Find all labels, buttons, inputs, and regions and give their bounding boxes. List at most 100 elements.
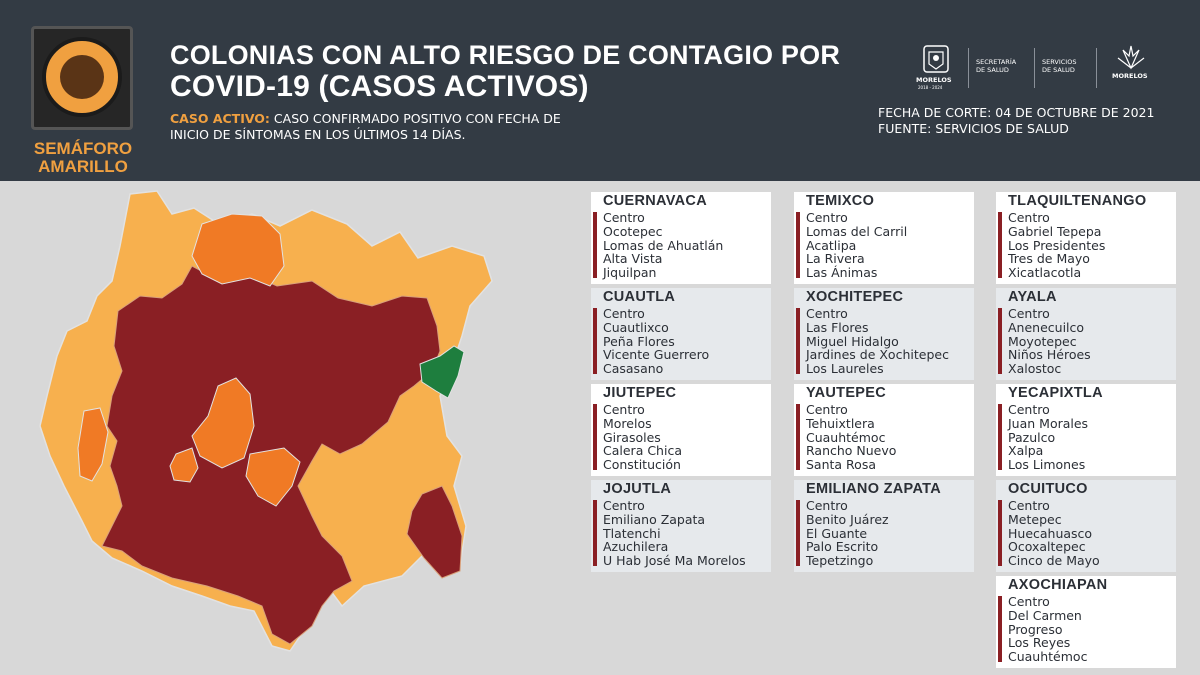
risk-bar [796, 212, 800, 278]
colonias-list: Centro Benito Juárez El Guante Palo Escrito… [794, 499, 974, 568]
logo3-line1: SERVICIOS [1042, 58, 1077, 66]
colonias-list: Centro Gabriel Tepepa Los Presidentes Tres … [996, 211, 1176, 280]
header-banner: SEMÁFORO AMARILLO COLONIAS CON ALTO RIES… [0, 0, 1200, 181]
municipio-name: YECAPIXTLA [1008, 385, 1103, 401]
logo1-sub: 2018 - 2024 [918, 85, 943, 90]
municipio-name: AYALA [1008, 289, 1057, 305]
caso-label: CASO ACTIVO: [170, 111, 270, 126]
colonias-list: Centro Metepec Huecahuasco Ocoxaltepec Cinco… [996, 499, 1176, 568]
map-region-low-green [419, 345, 465, 399]
colonia-item: Tehuixtlera [806, 415, 875, 431]
logo1-text: MORELOS [916, 76, 952, 84]
colonia-item: Morelos [603, 415, 652, 431]
logo-divider [968, 48, 969, 88]
colonia-item: Ocotepec [603, 223, 663, 239]
logo2-text: SECRETARÍA DE SALUD [976, 58, 1016, 74]
risk-bar [998, 596, 1002, 662]
municipio-name: TLAQUILTENANGO [1008, 193, 1147, 209]
colonia-item: Tres de Mayo [1008, 251, 1090, 267]
risk-bar [998, 404, 1002, 470]
colonia-item: Azuchilera [603, 539, 669, 555]
semaforo-label: SEMÁFORO AMARILLO [30, 140, 136, 176]
logo3-line2: DE SALUD [1042, 66, 1075, 74]
colonia-item: Los Reyes [1008, 635, 1071, 651]
flower-icon [1117, 45, 1145, 70]
colonia-item: Vicente Guerrero [603, 347, 710, 363]
municipio-name: YAUTEPEC [806, 385, 887, 401]
municipio-card: TEMIXCO Centro Lomas del Carril Acatlipa La … [794, 192, 974, 284]
colonia-item: Huecahuasco [1008, 525, 1093, 541]
colonia-item: Santa Rosa [806, 457, 876, 473]
colonia-item: Centro [1008, 306, 1050, 321]
colonias-list: Centro Morelos Girasoles Calera Chica Consti… [591, 403, 771, 472]
colonia-item: Centro [603, 306, 645, 321]
colonia-item: Centro [603, 402, 645, 417]
colonia-item: Casasano [603, 361, 664, 377]
colonia-item: Palo Escrito [806, 539, 879, 555]
morelos-shield-logo: MORELOS 2018 - 2024 [910, 44, 960, 90]
fecha-fuente: FECHA DE CORTE: 04 DE OCTUBRE DE 2021 FU… [878, 105, 1154, 137]
colonia-item: Jiquilpan [603, 265, 657, 281]
colonia-item: U Hab José Ma Morelos [603, 553, 746, 569]
risk-bar [998, 308, 1002, 374]
colonia-item: Juan Morales [1008, 415, 1089, 431]
colonia-item: Pazulco [1008, 429, 1056, 445]
colonia-item: Los Laureles [806, 361, 884, 377]
colonia-item: Benito Juárez [806, 511, 889, 527]
colonia-item: Cuauhtémoc [806, 429, 886, 445]
morelos-risk-map [39, 190, 493, 652]
morelos-flower-logo: MORELOS [1106, 44, 1156, 88]
colonia-item: Centro [806, 210, 848, 225]
municipio-card: YAUTEPEC Centro Tehuixtlera Cuauhtémoc Ranch… [794, 384, 974, 476]
colonias-list: Centro Ocotepec Lomas de Ahuatlán Alta Vist… [591, 211, 771, 280]
colonia-item: Rancho Nuevo [806, 443, 897, 459]
municipio-card: OCUITUCO Centro Metepec Huecahuasco Ocoxalte… [996, 480, 1176, 572]
municipio-name: JIUTEPEC [603, 385, 677, 401]
risk-bar [998, 500, 1002, 566]
colonia-item: Metepec [1008, 511, 1062, 527]
colonia-item: Ocoxaltepec [1008, 539, 1086, 555]
title-line2: COVID-19 (CASOS ACTIVOS) [170, 70, 589, 103]
colonia-item: Tepetzingo [806, 553, 874, 569]
colonia-item: Centro [603, 210, 645, 225]
colonias-list: Centro Emiliano Zapata Tlatenchi Azuchilera… [591, 499, 771, 568]
colonias-list: Centro Lomas del Carril Acatlipa La Rivera L… [794, 211, 974, 280]
map-region-mid-north [191, 213, 285, 287]
municipio-name: JOJUTLA [603, 481, 672, 497]
colonia-item: Cuauhtémoc [1008, 649, 1088, 665]
colonias-list: Centro Del Carmen Progreso Los Reyes Cuauhté… [996, 595, 1176, 664]
colonia-item: Centro [1008, 210, 1050, 225]
colonia-item: Jardines de Xochitepec [806, 347, 949, 363]
colonia-item: Las Ánimas [806, 265, 878, 281]
semaforo-badge [31, 26, 133, 130]
colonia-item: Cinco de Mayo [1008, 553, 1100, 569]
colonia-item: Xalpa [1008, 443, 1044, 459]
colonia-item: Lomas de Ahuatlán [603, 237, 724, 253]
colonias-list: Centro Las Flores Miguel Hidalgo Jardines d… [794, 307, 974, 376]
colonia-item: Niños Héroes [1008, 347, 1091, 363]
caso-text-1: CASO CONFIRMADO POSITIVO CON FECHA DE [269, 111, 561, 126]
risk-bar [796, 308, 800, 374]
municipio-name: XOCHITEPEC [806, 289, 904, 305]
colonia-item: Constitución [603, 457, 681, 473]
colonia-item: Gabriel Tepepa [1008, 223, 1102, 239]
colonia-item: Cuautlixco [603, 319, 669, 335]
risk-bar [593, 308, 597, 374]
municipio-card: TLAQUILTENANGO Centro Gabriel Tepepa Los Pr… [996, 192, 1176, 284]
colonia-item: Girasoles [603, 429, 661, 445]
map-region-mid-south [245, 447, 301, 507]
logos-strip: MORELOS 2018 - 2024 SECRETARÍA DE SALUD … [910, 44, 1160, 94]
colonia-item: Progreso [1008, 621, 1063, 637]
municipio-card: XOCHITEPEC Centro Las Flores Miguel Hidalgo… [794, 288, 974, 380]
colonia-item: Centro [806, 306, 848, 321]
colonia-item: Centro [806, 402, 848, 417]
colonias-list: Centro Cuautlixco Peña Flores Vicente Guerr… [591, 307, 771, 376]
risk-bar [796, 500, 800, 566]
caso-definition: CASO ACTIVO: CASO CONFIRMADO POSITIVO CO… [170, 111, 640, 143]
map-region-mid-west [77, 407, 109, 482]
colonia-item: Xicatlacotla [1008, 265, 1082, 281]
risk-bar [593, 500, 597, 566]
logo-divider [1034, 48, 1035, 88]
colonias-list: Centro Anenecuilco Moyotepec Niños Héroes Xa… [996, 307, 1176, 376]
municipio-name: CUAUTLA [603, 289, 676, 305]
